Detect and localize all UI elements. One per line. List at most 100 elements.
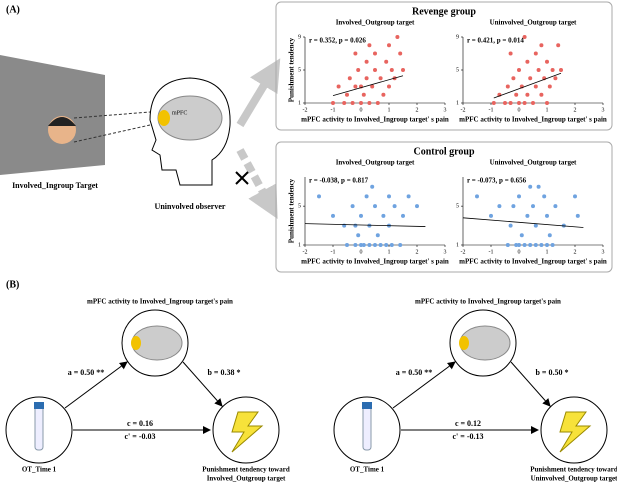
point	[528, 184, 533, 189]
y-tick-label: 5	[456, 67, 459, 73]
point	[389, 68, 394, 72]
x-tick-label: 1	[388, 107, 391, 113]
y-tick-label: 1	[456, 100, 459, 106]
point	[545, 243, 549, 247]
point	[392, 204, 397, 209]
point	[401, 68, 405, 72]
x-tick-label: -2	[461, 107, 466, 113]
brain-label: mPFC	[172, 110, 187, 116]
point	[375, 101, 380, 105]
point	[545, 213, 549, 218]
outcome-label: Punishment tendency toward	[202, 466, 290, 474]
point	[536, 68, 541, 72]
y-axis-label: Punishment tendency	[288, 37, 296, 102]
point	[384, 243, 389, 247]
x-tick-label: 0	[518, 107, 521, 113]
point	[353, 84, 358, 89]
point	[398, 243, 403, 247]
trend-line	[332, 75, 404, 96]
point	[533, 223, 538, 228]
y-tick-label: 1	[298, 242, 301, 248]
point	[373, 51, 377, 56]
point	[475, 194, 479, 199]
point	[331, 213, 335, 218]
point	[511, 76, 516, 81]
point	[553, 76, 558, 81]
point	[525, 213, 530, 218]
tube	[34, 404, 44, 451]
tube-cap	[34, 402, 44, 409]
point	[503, 101, 507, 105]
point	[545, 101, 549, 105]
x-tick-label: -1	[489, 249, 494, 255]
path-arrow	[182, 361, 223, 407]
x-tick-label: 1	[388, 249, 391, 255]
y-tick-label: 9	[298, 34, 301, 40]
annotation: r = -0.038, p = 0.817	[309, 177, 369, 185]
tube-cap	[362, 402, 372, 409]
point	[550, 243, 555, 247]
y-tick-label: 5	[456, 204, 459, 210]
point	[525, 59, 530, 64]
x-tick-label: 0	[360, 249, 363, 255]
point	[359, 243, 363, 247]
point	[547, 84, 552, 89]
predictor-label: OT_Time 1	[22, 466, 57, 474]
point	[415, 204, 419, 209]
path-label: b = 0.38 *	[207, 368, 240, 377]
bolt	[559, 411, 592, 453]
x-tick-label: 2	[574, 249, 577, 255]
x-tick-label: 1	[546, 249, 549, 255]
gaze-line	[73, 124, 151, 143]
screen	[0, 55, 105, 175]
point	[514, 243, 519, 247]
mpfc	[158, 110, 170, 126]
point	[536, 184, 541, 189]
point	[331, 101, 335, 105]
x-tick-label: 1	[546, 107, 549, 113]
x-axis-label: mPFC activity to Involved_Ingroup target…	[459, 116, 607, 124]
x-tick-label: -1	[331, 107, 336, 113]
point	[508, 101, 513, 105]
x-tick-label: 2	[574, 107, 577, 113]
tube	[362, 404, 372, 451]
predictor-label: OT_Time 1	[350, 466, 385, 474]
panel-label: (B)	[6, 279, 19, 290]
point	[545, 59, 549, 64]
point	[528, 76, 533, 81]
point	[373, 204, 377, 209]
outcome-label: Uninvolved_Outgroup target	[531, 475, 617, 483]
point	[547, 233, 552, 238]
y-tick-label: 5	[298, 204, 301, 210]
point	[505, 243, 510, 247]
point	[505, 84, 510, 89]
point	[573, 194, 577, 199]
x-tick-label: 0	[518, 249, 521, 255]
point	[533, 51, 538, 56]
point	[489, 213, 493, 218]
arrow	[236, 58, 281, 128]
plot-title: Uninvolved_Outgroup target	[490, 159, 577, 167]
point	[364, 76, 369, 81]
group-box	[275, 1, 613, 131]
trend-line	[304, 223, 426, 227]
annotation: r = 0.352, p = 0.026	[309, 37, 366, 45]
plot-title: Involved_Outgroup target	[336, 159, 415, 167]
plot-title: Involved_Outgroup target	[336, 19, 415, 27]
point	[514, 92, 519, 97]
point	[508, 51, 513, 56]
point	[508, 223, 513, 228]
y-axis-label: Punishment tendency	[288, 178, 296, 243]
point	[522, 243, 527, 247]
point	[522, 35, 527, 39]
point	[517, 194, 521, 199]
outcome-label: Punishment tendency toward	[530, 466, 617, 474]
point	[491, 101, 496, 105]
y-tick-label: 9	[456, 34, 459, 40]
point	[539, 243, 544, 247]
point	[353, 243, 358, 247]
point	[384, 59, 389, 64]
point	[531, 204, 535, 209]
point	[519, 233, 524, 238]
point	[350, 204, 355, 209]
